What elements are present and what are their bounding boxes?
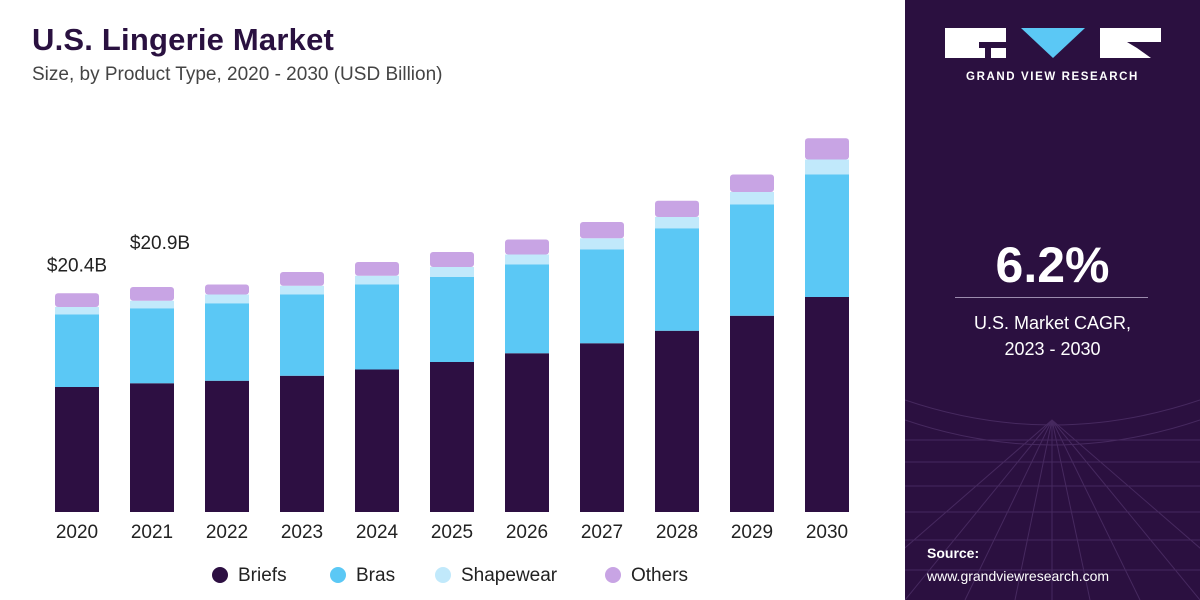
grid-pattern-background <box>905 399 1200 600</box>
cagr-label-line1: U.S. Market CAGR, <box>973 313 1132 333</box>
cagr-label: U.S. Market CAGR, 2023 - 2030 <box>905 310 1200 362</box>
chart-panel: U.S. Lingerie Market Size, by Product Ty… <box>32 22 849 586</box>
bar-others-2020 <box>55 293 99 307</box>
x-tick-label-2020: 2020 <box>56 522 98 543</box>
x-tick-label-2029: 2029 <box>731 522 773 543</box>
legend-marker-bras <box>330 567 346 583</box>
x-tick-label-2025: 2025 <box>431 522 473 543</box>
source-url[interactable]: www.grandviewresearch.com <box>927 568 1110 584</box>
bar-shapewear-2027 <box>580 238 624 250</box>
x-tick-label-2030: 2030 <box>806 522 848 543</box>
bar-bras-2030 <box>805 174 849 297</box>
grand-view-research-logo <box>945 28 1161 58</box>
bar-bras-2020 <box>55 314 99 387</box>
bar-briefs-2029 <box>730 315 774 512</box>
bar-briefs-2024 <box>355 369 399 512</box>
bar-bras-2026 <box>505 264 549 354</box>
bar-others-2021 <box>130 287 174 301</box>
bar-others-2026 <box>505 239 549 255</box>
x-tick-label-2027: 2027 <box>581 522 623 543</box>
bar-others-2024 <box>355 262 399 276</box>
bar-bras-2028 <box>655 228 699 331</box>
bar-briefs-2027 <box>580 343 624 512</box>
data-label-2021: $20.9B <box>130 233 190 254</box>
x-tick-label-2021: 2021 <box>131 522 173 543</box>
x-tick-label-2028: 2028 <box>656 522 698 543</box>
bar-shapewear-2026 <box>505 254 549 265</box>
legend-label-shapewear: Shapewear <box>461 565 558 586</box>
bar-shapewear-2030 <box>805 159 849 175</box>
cagr-value: 6.2% <box>995 237 1110 293</box>
chart-title: U.S. Lingerie Market <box>32 22 335 57</box>
bar-shapewear-2025 <box>430 267 474 277</box>
bar-briefs-2028 <box>655 330 699 512</box>
x-tick-label-2023: 2023 <box>281 522 323 543</box>
sidebar-panel: GRAND VIEW RESEARCH 6.2% U.S. Market CAG… <box>905 0 1200 600</box>
legend-label-others: Others <box>631 565 688 586</box>
bar-briefs-2023 <box>280 375 324 512</box>
bar-briefs-2022 <box>205 380 249 512</box>
bar-shapewear-2020 <box>55 307 99 315</box>
bar-bras-2022 <box>205 303 249 381</box>
legend-label-bras: Bras <box>356 565 395 586</box>
bar-bras-2025 <box>430 277 474 362</box>
bar-others-2022 <box>205 284 249 295</box>
bar-others-2029 <box>730 174 774 192</box>
bar-shapewear-2022 <box>205 294 249 304</box>
cagr-label-line2: 2023 - 2030 <box>1004 339 1101 359</box>
bar-others-2028 <box>655 200 699 217</box>
bar-bras-2023 <box>280 294 324 376</box>
brand-name: GRAND VIEW RESEARCH <box>966 71 1139 83</box>
bar-shapewear-2028 <box>655 217 699 229</box>
x-tick-label-2026: 2026 <box>506 522 548 543</box>
legend-marker-others <box>605 567 621 583</box>
x-tick-label-2022: 2022 <box>206 522 248 543</box>
chart-subtitle: Size, by Product Type, 2020 - 2030 (USD … <box>32 64 443 85</box>
legend-marker-shapewear <box>435 567 451 583</box>
bar-bras-2024 <box>355 284 399 370</box>
bar-shapewear-2024 <box>355 275 399 285</box>
bar-others-2027 <box>580 222 624 239</box>
bar-briefs-2020 <box>55 387 99 512</box>
cagr-divider <box>955 297 1148 298</box>
bar-others-2030 <box>805 138 849 160</box>
bar-briefs-2021 <box>130 383 174 512</box>
source-label: Source: <box>927 545 980 561</box>
data-label-2020: $20.4B <box>47 255 107 276</box>
bar-shapewear-2021 <box>130 300 174 309</box>
bar-shapewear-2023 <box>280 285 324 295</box>
legend-label-briefs: Briefs <box>238 565 287 586</box>
legend-marker-briefs <box>212 567 228 583</box>
bar-briefs-2026 <box>505 353 549 512</box>
bar-shapewear-2029 <box>730 192 774 205</box>
bar-bras-2021 <box>130 308 174 384</box>
bar-others-2023 <box>280 272 324 286</box>
bar-bras-2027 <box>580 249 624 344</box>
bar-briefs-2030 <box>805 297 849 512</box>
bar-briefs-2025 <box>430 362 474 512</box>
bar-others-2025 <box>430 252 474 267</box>
bar-bras-2029 <box>730 204 774 316</box>
x-tick-label-2024: 2024 <box>356 522 399 543</box>
stacked-bar-chart: 2020 2021 2022 2023 2024 2025 2026 2027 2028 2029… <box>47 138 849 586</box>
